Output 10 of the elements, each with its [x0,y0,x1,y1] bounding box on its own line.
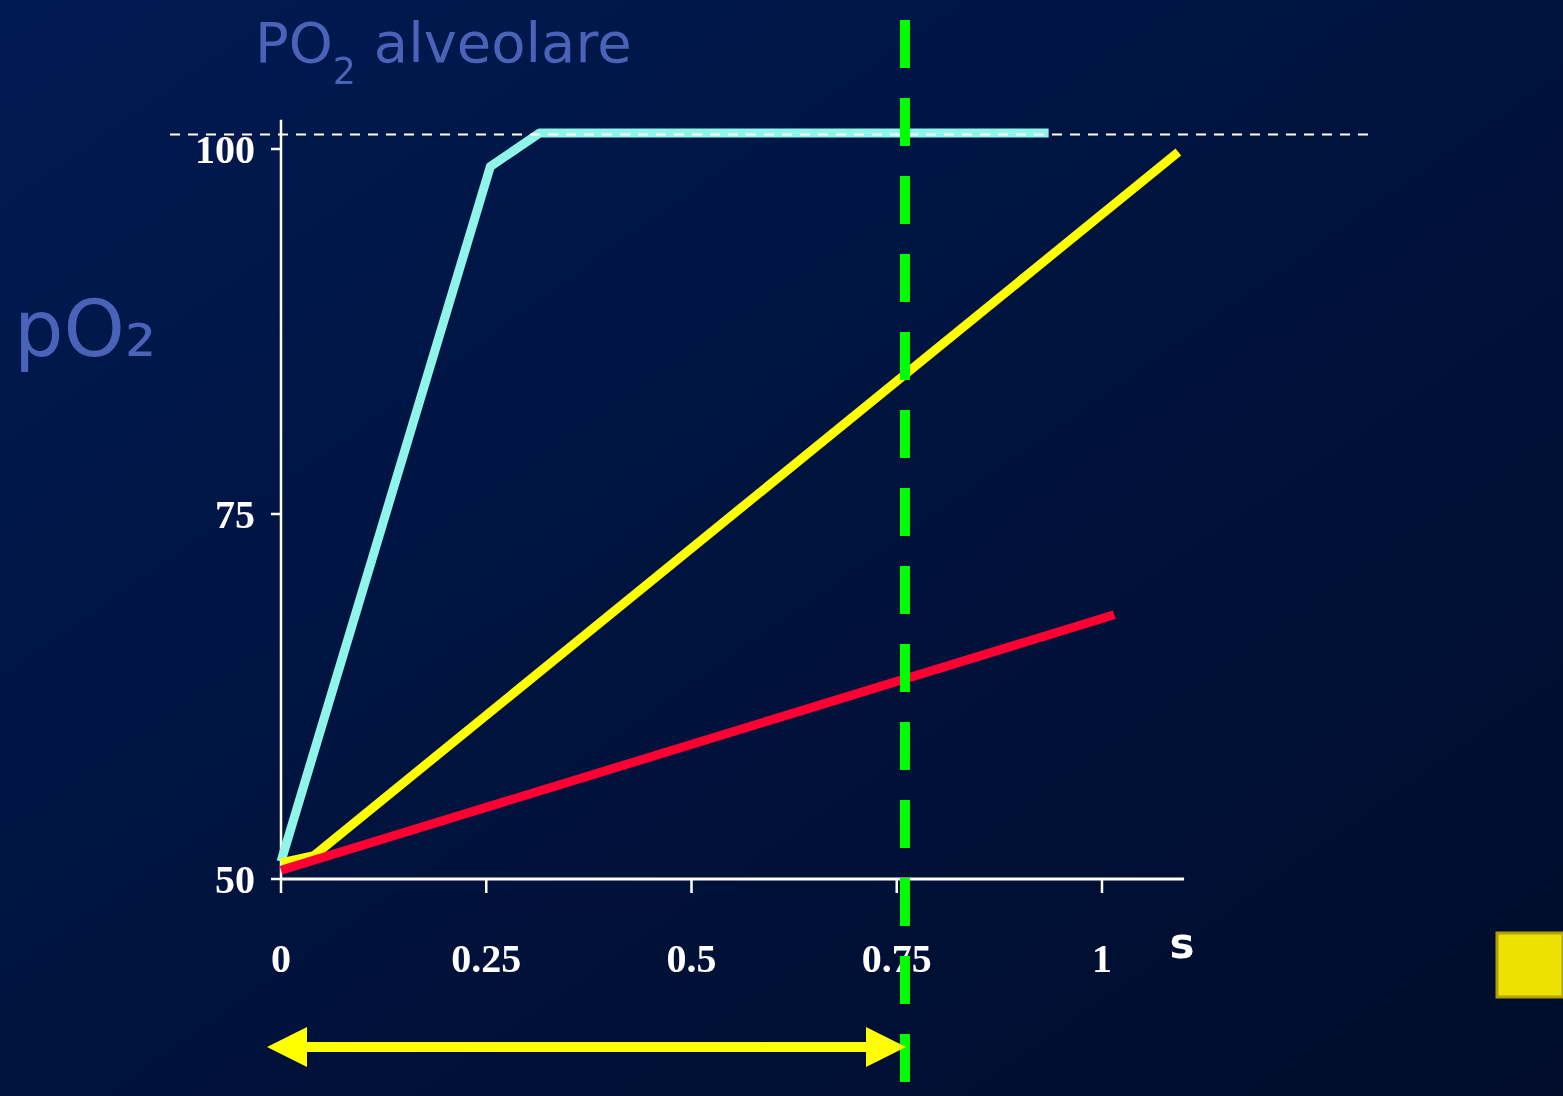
x-tick-label: 0 [271,936,291,981]
y-tick-label: 100 [195,127,255,172]
x-tick-label: 0.5 [666,936,717,981]
ref-line-label: PO$_{2}$ alveolare [255,10,632,93]
y-axis-title: pO₂ [14,284,157,374]
x-axis-title: s [1169,919,1195,968]
x-tick-label: 1 [1092,936,1112,981]
y-tick-label: 75 [215,492,255,537]
x-tick-label: 0.25 [451,936,522,981]
y-tick-label: 50 [215,857,255,902]
